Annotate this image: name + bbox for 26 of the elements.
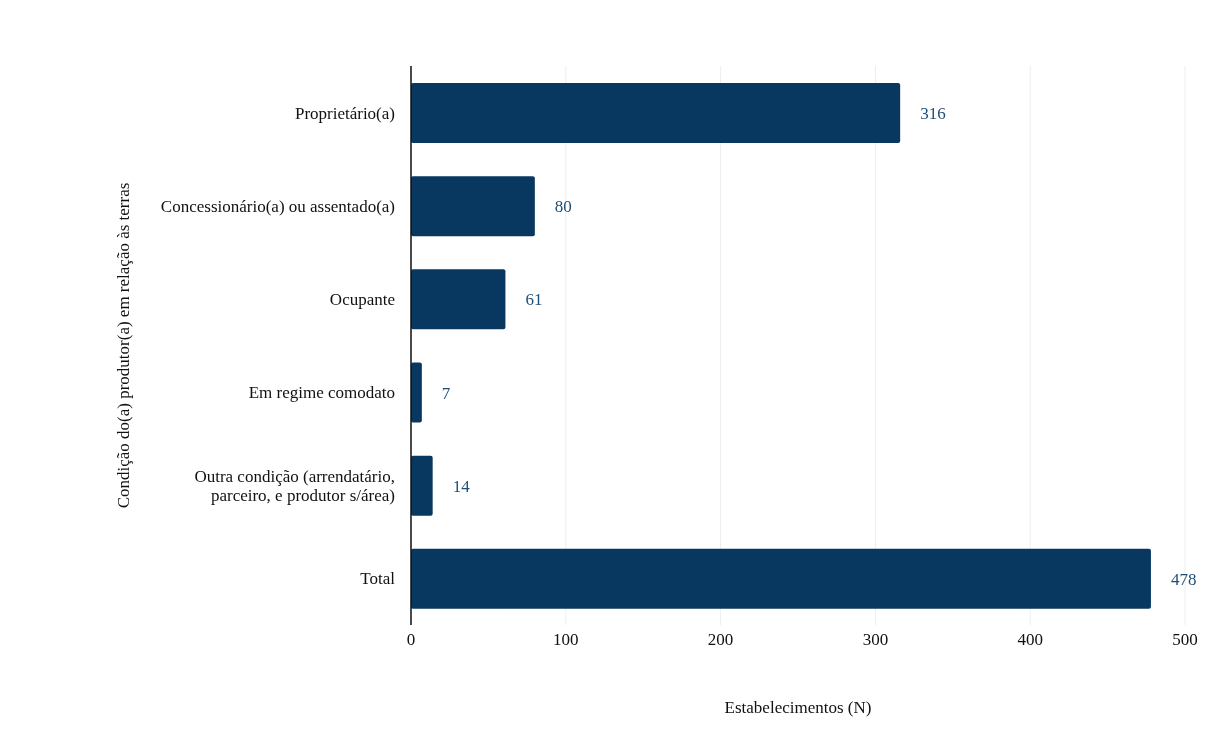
bar xyxy=(411,269,506,330)
data-label: 14 xyxy=(452,476,471,496)
y-tick-label: Proprietário(a) xyxy=(294,103,395,123)
y-tick-label: Concessionário(a) ou assentado(a) xyxy=(160,196,395,216)
y-tick-label: Ocupante xyxy=(329,289,395,309)
y-tick-label: Outra condição (arrendatário, parceiro, e produtor s/área) xyxy=(194,466,395,505)
bar xyxy=(411,548,1151,609)
data-label: 316 xyxy=(920,104,946,124)
y-axis-title: Condição do(a) produtor(a) em relação às terras xyxy=(114,182,134,509)
data-label: 61 xyxy=(525,290,543,310)
data-label: 7 xyxy=(441,383,451,403)
y-tick-label: Em regime comodato xyxy=(248,383,395,403)
x-tick-label: 300 xyxy=(862,630,889,650)
x-tick-label: 500 xyxy=(1172,630,1198,650)
bar xyxy=(411,362,422,423)
x-tick-label: 0 xyxy=(406,630,416,650)
x-tick-label: 200 xyxy=(707,630,734,650)
bar xyxy=(411,176,535,237)
data-label: 478 xyxy=(1170,569,1197,589)
y-tick-label: Total xyxy=(360,569,396,589)
x-tick-label: 400 xyxy=(1017,630,1043,650)
data-label: 80 xyxy=(554,197,572,217)
x-tick-label: 100 xyxy=(553,630,579,650)
bar xyxy=(411,455,433,516)
bar xyxy=(411,83,901,143)
x-axis-title: Estabelecimentos (N) xyxy=(724,698,872,717)
